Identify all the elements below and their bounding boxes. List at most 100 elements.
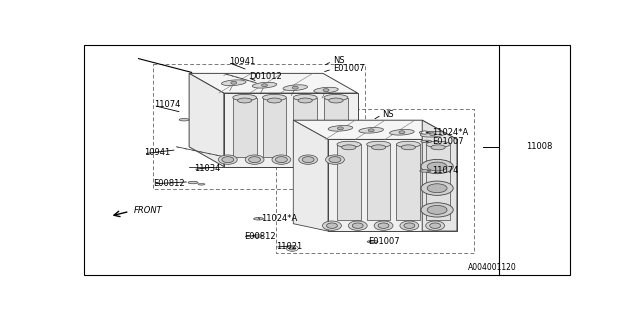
Ellipse shape	[248, 157, 260, 163]
Text: A004001120: A004001120	[468, 262, 516, 272]
Polygon shape	[328, 140, 457, 231]
Text: 11024*A: 11024*A	[261, 214, 298, 223]
Circle shape	[289, 247, 296, 250]
Text: 10941: 10941	[145, 148, 171, 157]
Ellipse shape	[222, 157, 234, 163]
Ellipse shape	[428, 205, 447, 214]
Ellipse shape	[367, 141, 390, 148]
Ellipse shape	[298, 98, 312, 103]
Ellipse shape	[221, 80, 246, 86]
Ellipse shape	[314, 87, 339, 93]
Ellipse shape	[293, 94, 317, 100]
Ellipse shape	[419, 131, 430, 134]
Text: 11024*A: 11024*A	[432, 128, 468, 137]
Ellipse shape	[428, 184, 447, 193]
Ellipse shape	[299, 155, 317, 164]
Ellipse shape	[429, 223, 440, 228]
Ellipse shape	[329, 157, 341, 163]
Ellipse shape	[352, 223, 364, 228]
Text: 11034: 11034	[194, 164, 220, 173]
Ellipse shape	[396, 141, 420, 148]
Ellipse shape	[421, 181, 453, 195]
Ellipse shape	[431, 145, 445, 150]
Ellipse shape	[367, 240, 378, 243]
Circle shape	[337, 127, 344, 130]
Ellipse shape	[268, 98, 282, 103]
Ellipse shape	[420, 140, 431, 143]
Ellipse shape	[262, 94, 286, 100]
Text: 11021: 11021	[276, 242, 302, 251]
Polygon shape	[422, 120, 457, 231]
Text: E01007: E01007	[333, 64, 365, 73]
Ellipse shape	[328, 125, 353, 131]
Text: NS: NS	[333, 56, 344, 65]
Ellipse shape	[198, 183, 205, 185]
Polygon shape	[426, 144, 450, 220]
Text: E01007: E01007	[432, 137, 464, 146]
Ellipse shape	[426, 141, 450, 148]
Ellipse shape	[188, 181, 198, 184]
Ellipse shape	[233, 94, 257, 100]
Circle shape	[429, 133, 436, 136]
Polygon shape	[262, 98, 286, 157]
Ellipse shape	[326, 223, 337, 228]
Ellipse shape	[400, 221, 419, 230]
Polygon shape	[293, 120, 328, 231]
Text: FRONT: FRONT	[134, 206, 163, 215]
Text: NS: NS	[383, 110, 394, 119]
Ellipse shape	[218, 155, 237, 164]
Ellipse shape	[378, 223, 389, 228]
Ellipse shape	[420, 170, 431, 172]
Circle shape	[292, 86, 298, 89]
Circle shape	[368, 129, 374, 132]
Polygon shape	[189, 73, 224, 166]
Ellipse shape	[337, 141, 361, 148]
Circle shape	[323, 89, 329, 92]
Ellipse shape	[348, 221, 367, 230]
Circle shape	[262, 84, 268, 87]
Text: 11074: 11074	[154, 100, 180, 109]
Ellipse shape	[390, 130, 414, 135]
Ellipse shape	[252, 82, 276, 88]
Circle shape	[399, 131, 405, 134]
Text: 11008: 11008	[527, 142, 553, 151]
Ellipse shape	[329, 98, 343, 103]
Circle shape	[422, 131, 428, 134]
Ellipse shape	[404, 223, 415, 228]
Ellipse shape	[426, 221, 445, 230]
Ellipse shape	[272, 155, 291, 164]
Text: 10941: 10941	[229, 57, 255, 66]
Ellipse shape	[253, 235, 262, 237]
Ellipse shape	[428, 162, 447, 171]
Ellipse shape	[374, 221, 393, 230]
Ellipse shape	[326, 155, 344, 164]
Polygon shape	[324, 98, 348, 157]
Ellipse shape	[245, 155, 264, 164]
Polygon shape	[337, 144, 361, 220]
Polygon shape	[233, 98, 257, 157]
Text: 11074: 11074	[432, 166, 458, 175]
Text: E00812: E00812	[154, 179, 185, 188]
Ellipse shape	[324, 94, 348, 100]
Ellipse shape	[359, 127, 383, 133]
Ellipse shape	[420, 132, 445, 137]
Ellipse shape	[421, 203, 453, 217]
Ellipse shape	[283, 85, 307, 91]
Text: E00812: E00812	[244, 231, 275, 241]
Ellipse shape	[421, 159, 453, 174]
Polygon shape	[396, 144, 420, 220]
Ellipse shape	[342, 145, 356, 150]
Ellipse shape	[323, 221, 341, 230]
Circle shape	[286, 245, 298, 251]
Text: D01012: D01012	[249, 72, 282, 81]
Ellipse shape	[371, 145, 386, 150]
Ellipse shape	[302, 157, 314, 163]
Polygon shape	[293, 98, 317, 157]
Ellipse shape	[253, 218, 264, 220]
Polygon shape	[189, 73, 358, 93]
Polygon shape	[224, 93, 358, 166]
Ellipse shape	[275, 157, 287, 163]
Circle shape	[231, 81, 237, 84]
Text: E01007: E01007	[367, 237, 399, 246]
Polygon shape	[367, 144, 390, 220]
